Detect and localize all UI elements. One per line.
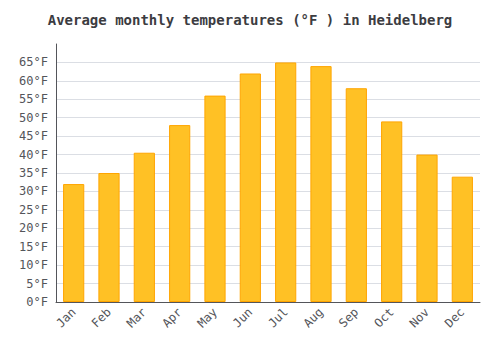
svg-text:20°F: 20°F bbox=[19, 221, 48, 235]
svg-text:50°F: 50°F bbox=[19, 111, 48, 125]
svg-text:Jun: Jun bbox=[230, 305, 255, 330]
svg-text:60°F: 60°F bbox=[19, 74, 48, 88]
svg-text:0°F: 0°F bbox=[26, 295, 48, 309]
svg-text:Feb: Feb bbox=[89, 305, 114, 330]
svg-text:Nov: Nov bbox=[407, 305, 432, 330]
svg-text:65°F: 65°F bbox=[19, 55, 48, 69]
svg-text:15°F: 15°F bbox=[19, 240, 48, 254]
svg-text:Oct: Oct bbox=[371, 305, 396, 330]
svg-text:45°F: 45°F bbox=[19, 129, 48, 143]
svg-text:Jan: Jan bbox=[53, 305, 78, 330]
svg-text:40°F: 40°F bbox=[19, 148, 48, 162]
svg-text:35°F: 35°F bbox=[19, 166, 48, 180]
svg-text:Mar: Mar bbox=[124, 305, 149, 330]
svg-text:May: May bbox=[195, 305, 220, 330]
svg-text:Jul: Jul bbox=[265, 305, 290, 330]
svg-text:25°F: 25°F bbox=[19, 203, 48, 217]
svg-text:Aug: Aug bbox=[301, 305, 326, 330]
svg-text:10°F: 10°F bbox=[19, 258, 48, 272]
svg-text:Sep: Sep bbox=[336, 305, 361, 330]
svg-text:Dec: Dec bbox=[442, 305, 467, 330]
svg-text:5°F: 5°F bbox=[26, 277, 48, 291]
svg-text:Average monthly temperatures (: Average monthly temperatures (°F ) in He… bbox=[48, 12, 453, 28]
svg-text:55°F: 55°F bbox=[19, 92, 48, 106]
svg-text:Apr: Apr bbox=[159, 305, 184, 330]
svg-text:30°F: 30°F bbox=[19, 184, 48, 198]
